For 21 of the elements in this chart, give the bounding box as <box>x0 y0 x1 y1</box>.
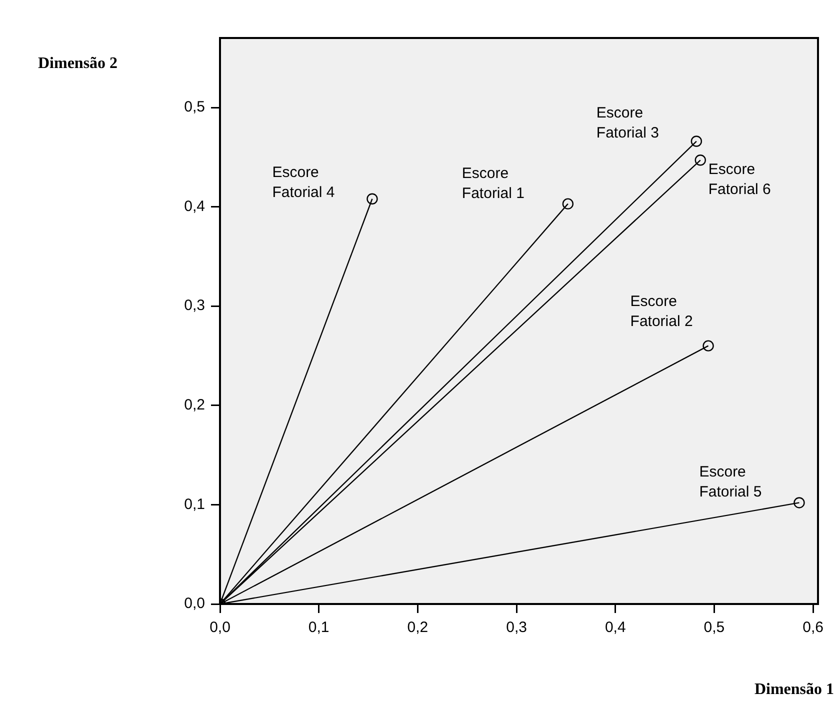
text: Escore Fatorial 1 <box>462 164 524 202</box>
x-tick-label: 0,6 <box>802 619 824 636</box>
y-axis-title: Dimensão 2 <box>38 55 118 72</box>
y-tick-label: 0,4 <box>184 198 205 215</box>
y-tick-label: 0,0 <box>184 595 205 612</box>
x-tick-label: 0,0 <box>210 619 230 636</box>
series-label: Escore Fatorial 3 <box>596 104 659 142</box>
x-tick-label: 0,4 <box>604 619 626 636</box>
y-tick-label: 0,2 <box>184 396 205 414</box>
x-axis-title: Dimensão 1 <box>754 681 834 698</box>
series-label: Escore Fatorial 2 <box>630 292 693 330</box>
y-tick-label: 0,3 <box>184 297 205 314</box>
y-tick-label: 0,1 <box>184 496 205 513</box>
series-label: Escore Fatorial 6 <box>708 161 771 198</box>
x-tick-label: 0,3 <box>506 619 527 636</box>
x-tick-label: 0,1 <box>308 619 330 636</box>
x-tick-label: 0,2 <box>407 619 428 636</box>
series-label: Escore Fatorial 5 <box>699 464 762 501</box>
x-tick-label: 0,5 <box>704 619 725 636</box>
text: Escore Fatorial 4 <box>272 164 335 201</box>
y-tick-label: 0,5 <box>184 98 205 116</box>
